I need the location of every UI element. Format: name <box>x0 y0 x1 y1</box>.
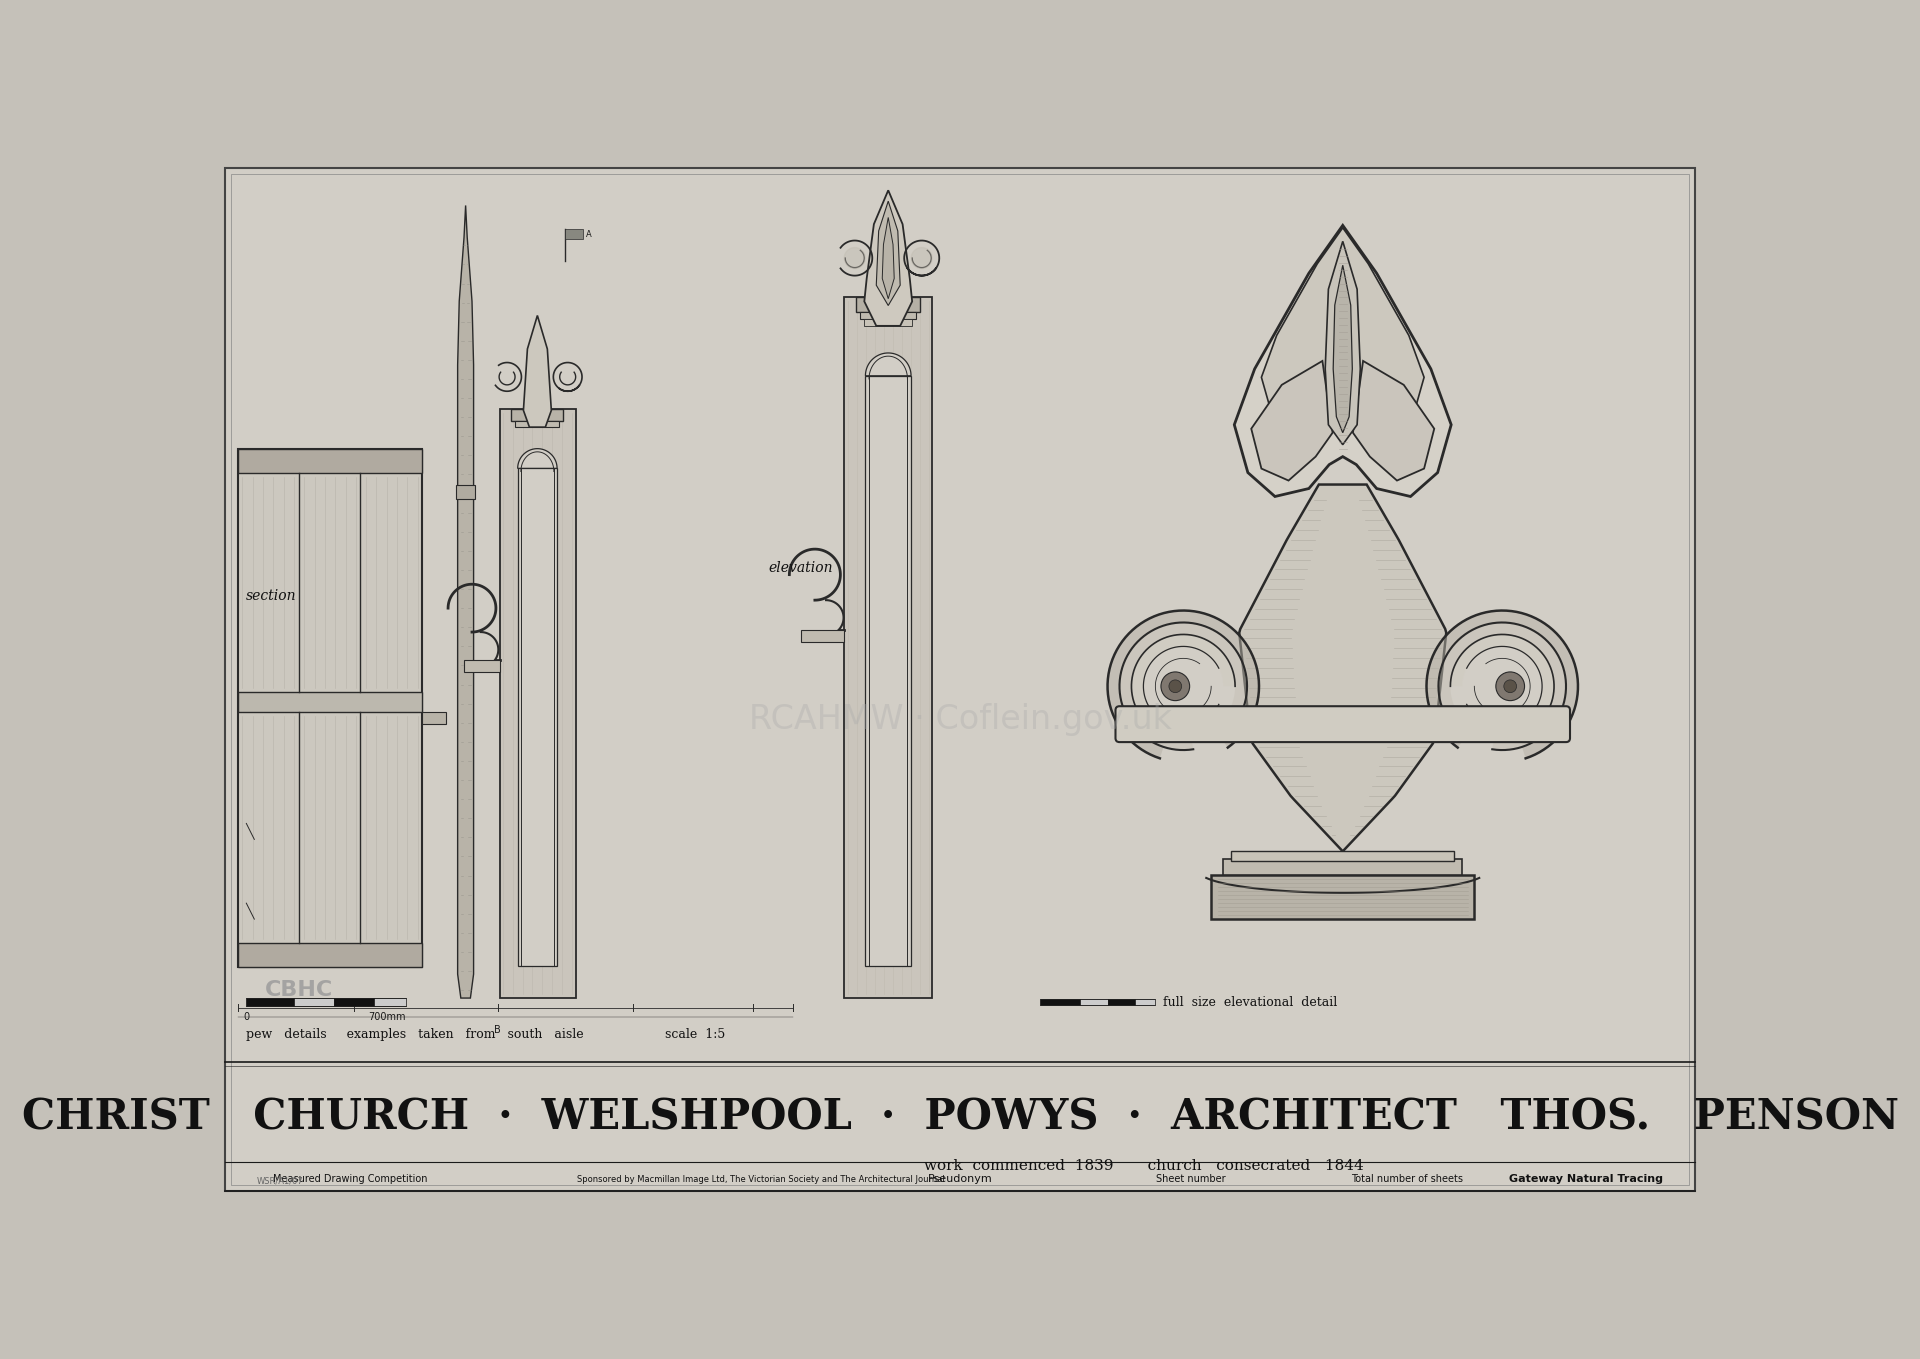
Text: Pseudonym: Pseudonym <box>927 1174 993 1184</box>
Text: B: B <box>493 1025 501 1036</box>
Text: section: section <box>246 590 298 603</box>
Text: work  commenced  1839       church   consecrated   1844: work commenced 1839 church consecrated 1… <box>924 1158 1363 1173</box>
Bar <box>1212 875 1475 919</box>
Text: elevation: elevation <box>768 561 833 575</box>
Polygon shape <box>866 353 910 376</box>
Polygon shape <box>1261 228 1425 431</box>
Text: scale  1:5: scale 1:5 <box>664 1029 726 1041</box>
Bar <box>499 409 576 998</box>
Text: Measured Drawing Competition: Measured Drawing Competition <box>273 1174 426 1184</box>
Bar <box>238 692 422 712</box>
Bar <box>334 998 374 1006</box>
FancyBboxPatch shape <box>1116 707 1571 742</box>
Polygon shape <box>883 217 895 299</box>
Bar <box>1223 859 1463 875</box>
Bar <box>246 998 294 1006</box>
Bar <box>374 998 405 1006</box>
Bar <box>422 712 445 724</box>
Bar <box>515 421 559 427</box>
Text: CHRIST   CHURCH  ·  WELSHPOOL  ·  POWYS  ·  ARCHITECT   THOS.   PENSON: CHRIST CHURCH · WELSHPOOL · POWYS · ARCH… <box>21 1097 1899 1139</box>
Polygon shape <box>518 448 557 469</box>
Bar <box>845 298 931 998</box>
Polygon shape <box>1332 265 1352 432</box>
Polygon shape <box>1354 361 1434 481</box>
Text: 700mm: 700mm <box>369 1011 405 1022</box>
Polygon shape <box>1131 635 1235 738</box>
Bar <box>856 298 920 311</box>
Bar <box>238 448 422 473</box>
Polygon shape <box>524 315 551 427</box>
Text: Sponsored by Macmillan Image Ltd, The Victorian Society and The Architectural Jo: Sponsored by Macmillan Image Ltd, The Vi… <box>578 1174 945 1184</box>
Polygon shape <box>1427 610 1578 758</box>
Circle shape <box>1169 680 1181 693</box>
Bar <box>511 409 563 421</box>
Bar <box>294 998 334 1006</box>
Polygon shape <box>1325 242 1359 444</box>
Bar <box>457 485 474 499</box>
Bar <box>860 311 916 319</box>
Bar <box>870 376 908 966</box>
Polygon shape <box>845 247 866 269</box>
Text: pew   details     examples   taken   from   south   aisle: pew details examples taken from south ai… <box>246 1029 584 1041</box>
Polygon shape <box>1108 610 1260 758</box>
Text: full  size  elevational  detail: full size elevational detail <box>1164 996 1338 1008</box>
Bar <box>520 469 553 966</box>
Circle shape <box>1162 671 1190 701</box>
Bar <box>1108 999 1135 1006</box>
Circle shape <box>1496 671 1524 701</box>
Text: WSR/A1/07: WSR/A1/07 <box>257 1177 303 1186</box>
Text: Gateway Natural Tracing: Gateway Natural Tracing <box>1509 1174 1663 1184</box>
Text: 0: 0 <box>244 1011 250 1022</box>
Bar <box>564 230 584 239</box>
Bar <box>1079 999 1108 1006</box>
Polygon shape <box>1438 622 1567 750</box>
Text: RCAHMW · Coflein.gov.uk: RCAHMW · Coflein.gov.uk <box>749 703 1171 735</box>
Text: A: A <box>586 230 591 239</box>
Bar <box>1231 851 1453 860</box>
Bar <box>465 660 499 671</box>
Polygon shape <box>1252 361 1332 481</box>
Bar <box>864 319 912 326</box>
Polygon shape <box>1238 485 1446 851</box>
Polygon shape <box>457 205 474 998</box>
Bar <box>238 448 422 968</box>
Circle shape <box>1503 680 1517 693</box>
Polygon shape <box>1235 226 1452 496</box>
Bar <box>801 629 845 641</box>
Polygon shape <box>1450 635 1553 738</box>
Polygon shape <box>876 201 900 306</box>
Polygon shape <box>1119 622 1248 750</box>
Polygon shape <box>912 247 933 269</box>
Bar <box>866 376 910 966</box>
Polygon shape <box>864 190 912 326</box>
Bar <box>518 469 557 966</box>
Bar <box>1135 999 1156 1006</box>
Text: Sheet number: Sheet number <box>1156 1174 1227 1184</box>
Bar <box>238 943 422 968</box>
Text: CBHC: CBHC <box>265 980 332 1000</box>
Text: Total number of sheets: Total number of sheets <box>1350 1174 1463 1184</box>
Bar <box>1041 999 1079 1006</box>
